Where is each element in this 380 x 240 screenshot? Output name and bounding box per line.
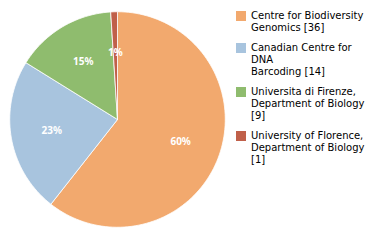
html-text:Centre for Biodiversity Genomi: Centre for Biodiversity Genomics [36] [251,10,364,33]
svg-text:60%: 60% [170,134,190,148]
html-text:Universita di Firenze, Departm: Universita di Firenze, Department of Bio… [251,86,365,121]
svg-text:23%: 23% [41,123,61,137]
svg-text:15%: 15% [73,54,93,68]
html-text:Canadian Centre for DNA Barcod: Canadian Centre for DNA Barcoding [14] [251,42,352,77]
svg-text:1%: 1% [108,45,123,59]
html-text:University of Florence, Depart: University of Florence, Department of Bi… [251,130,365,165]
